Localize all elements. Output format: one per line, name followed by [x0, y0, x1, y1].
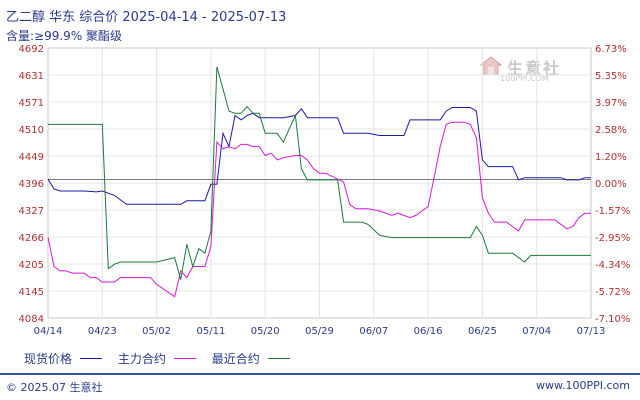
- x-tick-label: 05/11: [196, 326, 225, 337]
- chart-title: 乙二醇 华东 综合价 2025-04-14 - 2025-07-13: [6, 10, 287, 25]
- y2-tick-label: -1.57%: [595, 206, 630, 217]
- y2-tick-label: 3.97%: [595, 98, 627, 109]
- legend-item-main: 主力合约: [118, 350, 196, 367]
- watermark-brand: 生意社: [507, 59, 562, 78]
- y-tick-label: 4145: [19, 287, 44, 298]
- footer-divider: [0, 373, 640, 375]
- y2-tick-label: 2.58%: [595, 125, 627, 136]
- legend-swatch-nearest: [267, 358, 290, 359]
- y-tick-label: 4327: [19, 206, 44, 217]
- x-tick-label: 05/20: [251, 326, 280, 337]
- series-line-nearest-contract: [48, 66, 591, 280]
- footer-link[interactable]: www.100PPI.com: [536, 379, 630, 392]
- y-tick-label: 4510: [19, 125, 44, 136]
- y2-tick-label: 6.73%: [595, 44, 627, 55]
- x-tick-label: 06/25: [468, 326, 497, 337]
- legend-label-nearest: 最近合约: [211, 352, 260, 366]
- legend-item-nearest: 最近合约: [212, 350, 290, 367]
- y2-tick-label: 1.20%: [595, 152, 627, 163]
- x-tick-label: 07/13: [577, 326, 606, 337]
- legend-swatch-spot: [80, 358, 103, 359]
- legend-item-spot: 现货价格: [24, 350, 103, 367]
- x-tick-label: 05/29: [305, 326, 334, 337]
- legend: 现货价格 主力合约 最近合约: [24, 350, 302, 367]
- y2-tick-label: 5.35%: [595, 71, 627, 82]
- footer-copyright: © 2025.07 生意社: [6, 381, 103, 394]
- x-tick-label: 06/07: [359, 326, 388, 337]
- watermark-url: 100PPI.COM: [500, 74, 549, 83]
- legend-label-spot: 现货价格: [24, 352, 73, 366]
- x-tick-label: 04/14: [34, 326, 63, 337]
- y-axis-left: 4692 4631 4571 4510 4449 4396 4327 4266 4205 4145…: [19, 44, 44, 325]
- chart-subtitle: 含量:≥99.9% 聚酯级: [6, 29, 123, 43]
- x-axis: 04/14 04/23 05/02 05/11 05/20 05/29 06/07 06/16…: [34, 326, 606, 337]
- y2-tick-label: -2.95%: [595, 233, 630, 244]
- y-tick-label: 4205: [19, 260, 44, 271]
- grid-layer: [48, 48, 591, 318]
- legend-label-main: 主力合约: [117, 352, 166, 366]
- x-tick-label: 07/04: [522, 326, 551, 337]
- y-axis-right: 6.73% 5.35% 3.97% 2.58% 1.20% 0.00% -1.57% -2.9…: [595, 44, 630, 325]
- x-tick-label: 05/02: [142, 326, 171, 337]
- y-tick-label: 4266: [19, 233, 44, 244]
- series-layer: [47, 66, 591, 298]
- series-line-spot: [47, 107, 591, 205]
- y-tick-label: 4571: [19, 98, 44, 109]
- x-tick-label: 06/16: [414, 326, 443, 337]
- y-tick-label: 4692: [19, 44, 44, 55]
- x-tick-label: 04/23: [88, 326, 117, 337]
- y2-tick-label: -7.10%: [595, 314, 630, 325]
- y2-tick-label: 0.00%: [595, 179, 627, 190]
- y2-tick-label: -5.72%: [595, 287, 630, 298]
- y-tick-label: 4084: [19, 314, 44, 325]
- y-tick-label: 4396: [19, 179, 44, 190]
- legend-swatch-main: [173, 358, 196, 359]
- y-tick-label: 4449: [19, 152, 44, 163]
- series-line-main-contract: [47, 121, 591, 298]
- y2-tick-label: -4.34%: [595, 260, 630, 271]
- y-tick-label: 4631: [19, 71, 44, 82]
